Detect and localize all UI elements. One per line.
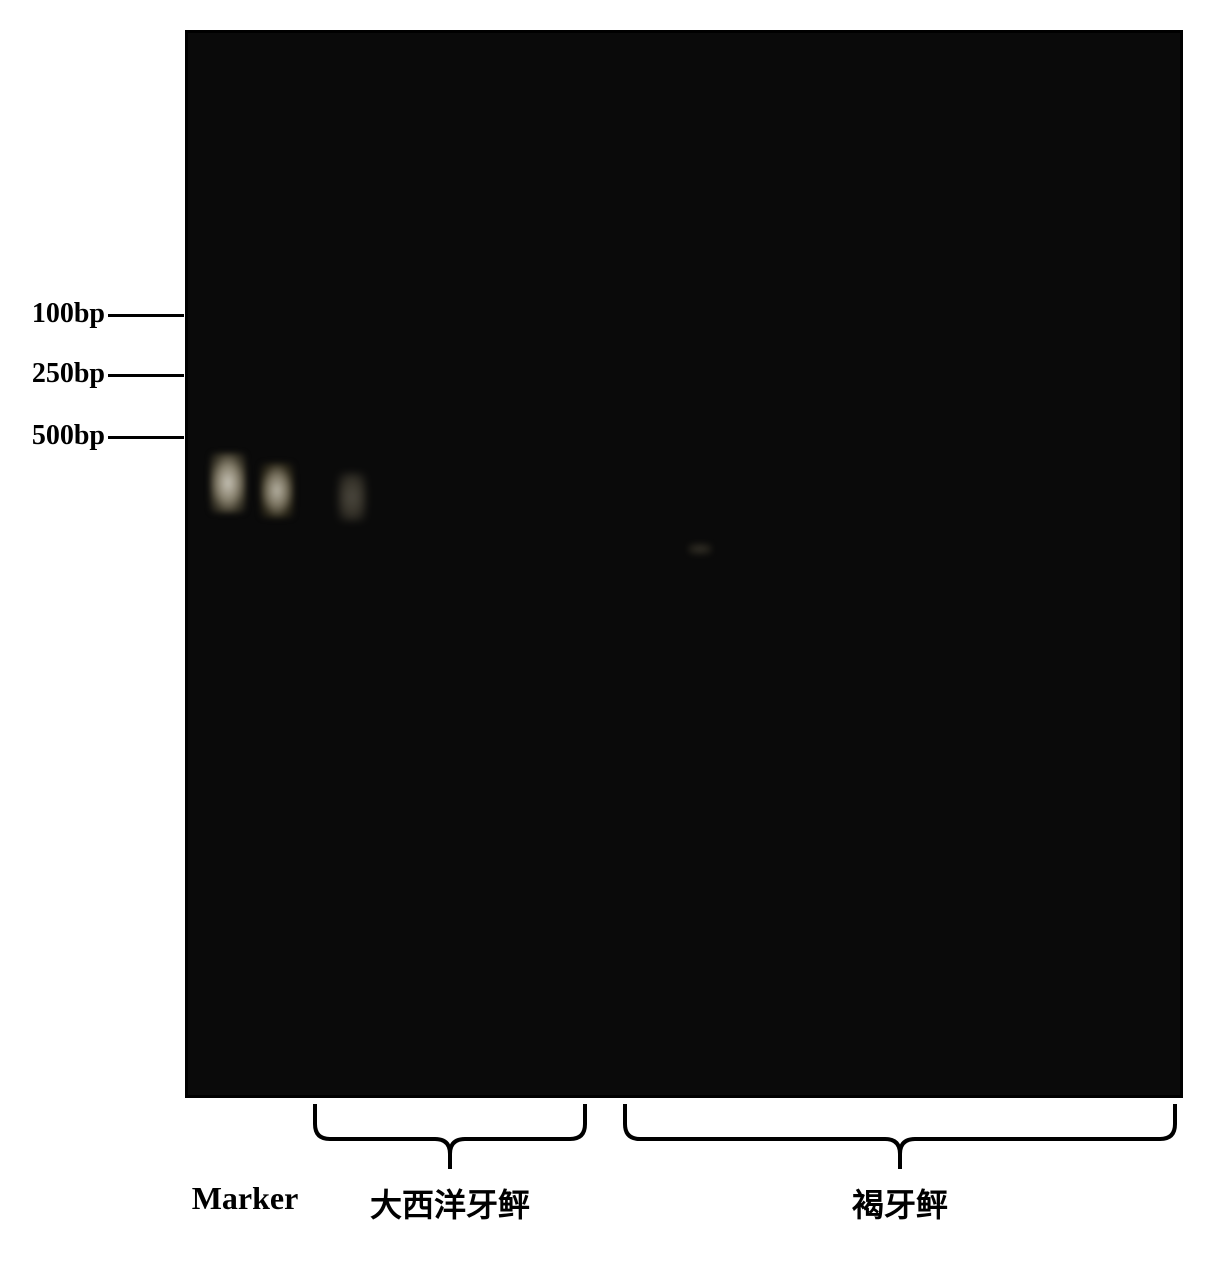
gel-band-sample-mid [688, 543, 712, 555]
lane-label-group-2: 褐牙鲆 [700, 1180, 1100, 1226]
brace-icon [620, 1104, 1180, 1174]
size-marker-label-100bp: 100bp [0, 298, 105, 330]
size-marker-line-100bp [108, 314, 184, 317]
brace-group-2 [620, 1104, 1180, 1174]
gel-image [185, 30, 1183, 1098]
lane-label-group-1: 大西洋牙鲆 [310, 1180, 590, 1226]
lane-label-marker: Marker [180, 1180, 310, 1217]
size-marker-label-500bp: 500bp [0, 420, 105, 452]
size-marker-line-250bp [108, 374, 184, 377]
gel-band-marker-a [210, 453, 246, 513]
size-marker-line-500bp [108, 436, 184, 439]
brace-group-1 [310, 1104, 590, 1174]
gel-band-sample-1 [338, 473, 366, 521]
size-marker-label-250bp: 250bp [0, 358, 105, 390]
gel-figure: 100bp 250bp 500bp Marker 大西洋牙鲆 褐牙鲆 [0, 0, 1217, 1272]
brace-icon [310, 1104, 590, 1174]
gel-band-marker-b [260, 463, 294, 518]
